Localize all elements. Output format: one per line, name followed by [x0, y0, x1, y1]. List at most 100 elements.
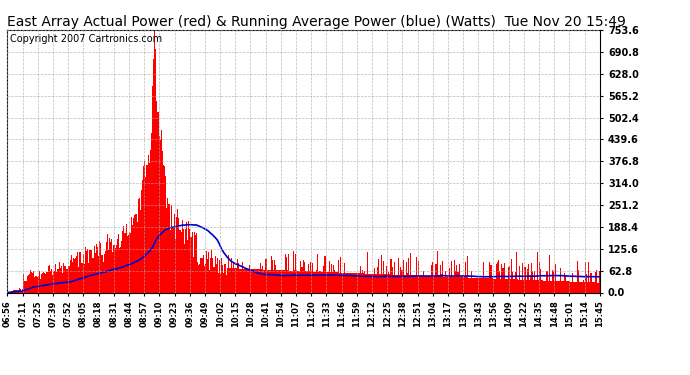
Bar — [105, 251, 106, 292]
Bar — [250, 269, 251, 292]
Bar — [439, 276, 440, 292]
Bar — [428, 276, 429, 292]
Bar — [252, 269, 253, 292]
Bar — [26, 281, 27, 292]
Bar — [364, 272, 365, 292]
Bar — [265, 260, 266, 292]
Bar — [230, 268, 231, 292]
Bar — [520, 280, 521, 292]
Bar — [44, 273, 46, 292]
Bar — [406, 262, 407, 292]
Bar — [41, 274, 42, 292]
Bar — [539, 262, 540, 292]
Bar — [593, 282, 595, 292]
Bar — [29, 274, 30, 292]
Bar — [146, 165, 148, 292]
Bar — [118, 234, 119, 292]
Bar — [391, 267, 393, 292]
Bar — [417, 276, 418, 292]
Bar — [376, 274, 377, 292]
Bar — [478, 278, 480, 292]
Bar — [572, 273, 573, 292]
Bar — [560, 268, 561, 292]
Bar — [77, 252, 79, 292]
Bar — [287, 270, 288, 292]
Bar — [98, 256, 99, 292]
Text: East Array Actual Power (red) & Running Average Power (blue) (Watts)  Tue Nov 20: East Array Actual Power (red) & Running … — [7, 15, 626, 29]
Bar — [487, 278, 489, 292]
Bar — [168, 204, 170, 292]
Bar — [213, 267, 215, 292]
Bar — [509, 266, 510, 292]
Bar — [318, 272, 319, 292]
Bar — [566, 281, 567, 292]
Bar — [415, 258, 417, 292]
Bar — [463, 278, 464, 292]
Bar — [471, 271, 472, 292]
Bar — [241, 268, 242, 292]
Bar — [291, 271, 293, 292]
Bar — [382, 274, 383, 292]
Bar — [353, 273, 354, 292]
Bar — [394, 262, 395, 292]
Bar — [10, 291, 11, 292]
Bar — [294, 270, 295, 292]
Bar — [35, 276, 37, 292]
Bar — [544, 280, 545, 292]
Bar — [92, 258, 94, 292]
Bar — [109, 238, 110, 292]
Bar — [154, 30, 155, 292]
Bar — [122, 231, 124, 292]
Bar — [37, 278, 38, 292]
Bar — [530, 275, 531, 292]
Bar — [57, 269, 59, 292]
Bar — [596, 270, 597, 292]
Bar — [32, 273, 33, 292]
Bar — [513, 279, 515, 292]
Bar — [164, 166, 165, 292]
Bar — [309, 272, 310, 292]
Bar — [275, 265, 276, 292]
Bar — [589, 282, 591, 292]
Bar — [66, 269, 68, 292]
Bar — [135, 213, 137, 292]
Bar — [507, 279, 508, 292]
Bar — [49, 265, 50, 292]
Bar — [73, 258, 74, 292]
Bar — [106, 242, 107, 292]
Bar — [111, 238, 112, 292]
Bar — [567, 282, 569, 292]
Bar — [526, 270, 528, 292]
Bar — [398, 258, 400, 292]
Bar — [331, 264, 332, 292]
Bar — [355, 273, 356, 292]
Bar — [289, 271, 290, 292]
Bar — [121, 241, 122, 292]
Bar — [410, 253, 411, 292]
Bar — [352, 273, 353, 292]
Bar — [441, 274, 442, 292]
Bar — [363, 273, 364, 292]
Bar — [70, 255, 72, 292]
Bar — [254, 269, 255, 292]
Bar — [558, 281, 560, 292]
Bar — [175, 239, 176, 292]
Bar — [104, 254, 105, 292]
Bar — [90, 251, 92, 292]
Bar — [561, 281, 562, 292]
Bar — [555, 264, 556, 292]
Bar — [480, 278, 482, 292]
Bar — [366, 274, 367, 292]
Bar — [38, 276, 39, 292]
Bar — [207, 259, 208, 292]
Bar — [388, 272, 389, 292]
Bar — [585, 262, 586, 292]
Bar — [143, 166, 144, 292]
Bar — [533, 280, 534, 292]
Bar — [215, 256, 216, 292]
Bar — [317, 254, 318, 292]
Bar — [367, 252, 368, 292]
Bar — [277, 270, 278, 292]
Bar — [97, 247, 98, 292]
Bar — [308, 264, 309, 292]
